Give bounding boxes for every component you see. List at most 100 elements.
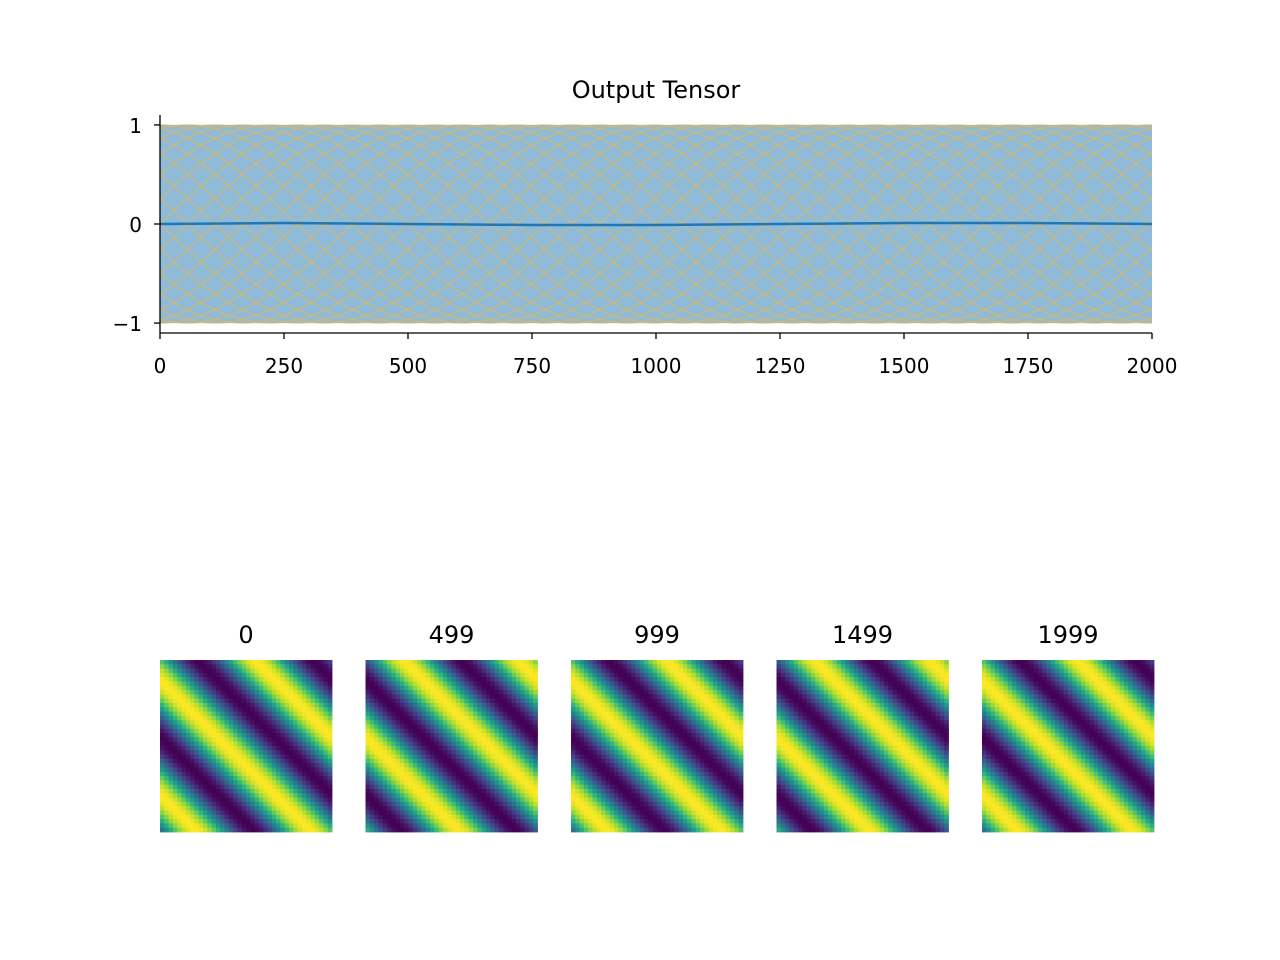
heatmap-cell [399, 823, 405, 829]
heatmap-cell [730, 771, 735, 777]
heatmap-cell [387, 672, 392, 678]
heatmap-cell [588, 694, 593, 700]
heatmap-cell [399, 827, 405, 833]
heatmap-cell [391, 707, 396, 712]
heatmap-cell [442, 733, 448, 738]
heatmap-cell [935, 664, 941, 669]
heatmap-cell [678, 771, 684, 777]
heatmap-cell [442, 797, 448, 803]
heatmap-cell [382, 707, 388, 712]
heatmap-cell [181, 746, 187, 751]
heatmap-cell [609, 737, 615, 743]
heatmap-cell [704, 733, 709, 738]
heatmap-cell [511, 763, 517, 768]
heatmap-cell [438, 733, 444, 738]
heatmap-cell [425, 711, 431, 717]
heatmap-cell [520, 720, 525, 725]
heatmap-cell [909, 664, 915, 669]
heatmap-cell [254, 746, 260, 751]
heatmap-cell [425, 672, 431, 678]
heatmap-cell [267, 733, 273, 738]
heatmap-cell [626, 668, 632, 674]
heatmap-cell [160, 733, 165, 738]
heatmap-cell [224, 758, 230, 764]
heatmap-cell [224, 771, 230, 777]
heatmap-cell [181, 776, 187, 781]
heatmap-cell [387, 711, 392, 717]
heatmap-cell [215, 780, 221, 786]
heatmap-cell [725, 668, 731, 674]
heatmap-cell [365, 784, 371, 790]
heatmap-cell [323, 672, 329, 678]
heatmap-cell [254, 685, 260, 691]
heatmap-cell [369, 664, 375, 669]
heatmap-cell [168, 668, 174, 674]
heatmap-cell [258, 801, 264, 807]
heatmap-cell [258, 698, 264, 704]
heatmap-cell [237, 784, 243, 790]
heatmap-cell [648, 771, 654, 777]
heatmap-cell [806, 664, 812, 669]
heatmap-cell [533, 776, 538, 781]
heatmap-cell [327, 668, 333, 674]
heatmap-cell [417, 801, 422, 807]
heatmap-cell [442, 728, 448, 734]
heatmap-cell [511, 672, 517, 678]
heatmap-cell [516, 724, 521, 730]
heatmap-cell [172, 797, 178, 803]
heatmap-cell [583, 728, 589, 734]
heatmap-cell [198, 789, 204, 794]
heatmap-cell [421, 750, 427, 755]
heatmap-cell [661, 758, 666, 764]
heatmap-cell [648, 793, 654, 798]
heatmap-cell [639, 728, 645, 734]
heatmap-cell [460, 664, 465, 669]
heatmap-cell [485, 767, 491, 773]
heatmap-cell [237, 741, 243, 747]
heatmap-cell [511, 784, 517, 790]
heatmap-cell [477, 801, 482, 807]
heatmap-cell [417, 750, 422, 755]
heatmap-cell [622, 715, 628, 721]
heatmap-cell [678, 668, 684, 674]
heatmap-cell [241, 819, 247, 824]
heatmap-cell [168, 806, 174, 811]
heatmap-cell [319, 741, 324, 747]
heatmap-cell [177, 806, 182, 811]
heatmap-cell [712, 685, 718, 691]
heatmap-cell [460, 827, 465, 833]
heatmap-cell [404, 724, 409, 730]
heatmap-cell [280, 724, 286, 730]
heatmap-cell [605, 724, 611, 730]
heatmap-cell [271, 724, 277, 730]
heatmap-cell [417, 677, 422, 682]
heatmap-cell [738, 677, 744, 682]
heatmap-cell [391, 767, 396, 773]
heatmap-cell [464, 660, 470, 665]
heatmap-cell [254, 672, 260, 678]
heatmap-cell [734, 703, 740, 708]
heatmap-cell [528, 784, 534, 790]
heatmap-cell [319, 668, 324, 674]
heatmap-cell [583, 703, 589, 708]
heatmap-cell [588, 767, 593, 773]
heatmap-cell [939, 668, 945, 674]
heatmap-cell [661, 763, 666, 768]
heatmap-cell [181, 733, 187, 738]
heatmap-cell [661, 801, 666, 807]
heatmap-cell [687, 690, 692, 695]
heatmap-cell [682, 746, 688, 751]
heatmap-cell [583, 784, 589, 790]
heatmap-cell [498, 715, 504, 721]
heatmap-cell [190, 797, 195, 803]
heatmap-cell [464, 780, 470, 786]
heatmap-cell [241, 806, 247, 811]
heatmap-cell [485, 810, 491, 816]
heatmap-cell [438, 771, 444, 777]
heatmap-cell [378, 767, 384, 773]
heatmap-cell [310, 784, 316, 790]
heatmap-cell [365, 789, 371, 794]
heatmap-cell [618, 672, 623, 678]
heatmap-cell [481, 715, 487, 721]
heatmap-cell [267, 737, 273, 743]
